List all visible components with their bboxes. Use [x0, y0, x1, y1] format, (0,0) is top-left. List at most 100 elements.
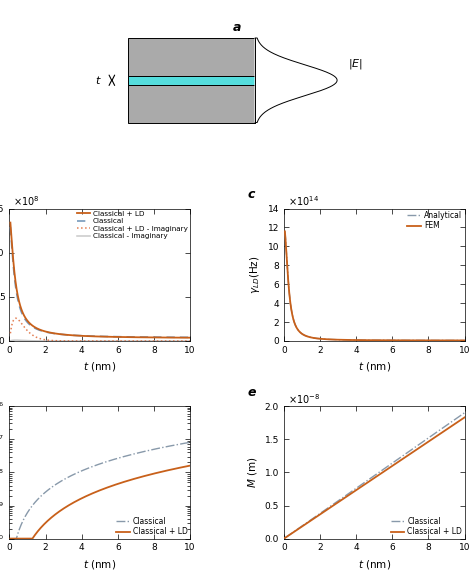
Classical + LD [187, 334, 193, 341]
Legend: Analytical, FEM: Analytical, FEM [407, 210, 463, 231]
Analytical [439, 337, 445, 344]
Classical [313, 513, 319, 520]
FEM [313, 335, 319, 342]
Classical + LD - Imaginary [28, 331, 34, 337]
Classical + LD - Imaginary [8, 330, 13, 337]
FEM [439, 337, 445, 344]
Text: $|E|$: $|E|$ [348, 57, 363, 72]
Analytical [359, 337, 365, 344]
Bar [128, 38, 255, 76]
Text: c: c [248, 188, 255, 201]
FEM [351, 336, 356, 343]
Classical [187, 439, 193, 446]
Bar [128, 76, 255, 85]
Line: FEM: FEM [285, 231, 465, 340]
X-axis label: $t$ (nm): $t$ (nm) [357, 360, 391, 374]
Analytical [313, 335, 319, 342]
Analytical [462, 337, 467, 344]
Classical + LD - Imaginary [164, 337, 170, 344]
Classical + LD [164, 467, 170, 474]
Classical + LD [164, 334, 170, 341]
Classical [84, 332, 90, 339]
Legend: Classical, Classical + LD: Classical, Classical + LD [115, 516, 189, 537]
Classical [76, 469, 82, 476]
Text: $\times 10^{-8}$: $\times 10^{-8}$ [288, 392, 320, 406]
FEM [462, 337, 467, 344]
Classical - Imaginary [187, 337, 193, 344]
Classical + LD [439, 429, 445, 436]
Classical + LD [28, 321, 34, 328]
Classical + LD [84, 492, 90, 499]
Classical + LD [84, 333, 90, 340]
Line: Classical: Classical [10, 442, 190, 539]
Classical [439, 425, 445, 432]
Classical + LD - Imaginary [187, 337, 193, 344]
Classical [39, 327, 45, 334]
Classical + LD [76, 332, 82, 339]
Classical + LD [458, 417, 464, 423]
Classical [282, 535, 288, 541]
Classical [183, 439, 189, 446]
X-axis label: $t$ (nm): $t$ (nm) [83, 360, 117, 374]
Classical + LD [183, 463, 189, 470]
Line: Classical: Classical [10, 227, 190, 337]
Text: $\times 10^8$: $\times 10^8$ [13, 194, 40, 208]
Classical + LD - Imaginary [76, 337, 82, 344]
X-axis label: $t$ (nm): $t$ (nm) [357, 558, 391, 571]
Classical [183, 334, 189, 341]
Classical + LD [39, 327, 45, 333]
Classical + LD [359, 483, 365, 490]
Analytical [302, 332, 308, 339]
Classical + LD [302, 521, 308, 528]
Analytical [351, 336, 356, 343]
Classical + LD [76, 496, 82, 503]
Classical + LD - Imaginary [84, 337, 90, 344]
Classical [84, 465, 90, 472]
FEM [302, 332, 308, 339]
Line: Classical - Imaginary: Classical - Imaginary [10, 340, 190, 341]
Text: $\times 10^{14}$: $\times 10^{14}$ [288, 194, 319, 208]
Classical [8, 223, 13, 230]
Classical + LD [8, 535, 13, 542]
Classical [76, 332, 82, 339]
Polygon shape [255, 38, 337, 123]
Classical [187, 334, 193, 341]
Legend: Classical + LD, Classical, Classical + LD - Imaginary, Classical - Imaginary: Classical + LD, Classical, Classical + L… [76, 210, 189, 240]
Line: Classical + LD: Classical + LD [285, 417, 465, 538]
Classical [164, 443, 170, 450]
Line: Classical + LD - Imaginary: Classical + LD - Imaginary [10, 318, 190, 341]
FEM [458, 337, 464, 344]
Analytical [458, 337, 464, 344]
Legend: Classical, Classical + LD: Classical, Classical + LD [390, 516, 463, 537]
Classical + LD - Imaginary [39, 336, 45, 343]
Classical [359, 481, 365, 488]
Text: a: a [233, 21, 241, 34]
Classical [28, 322, 34, 329]
Text: $t$: $t$ [95, 74, 101, 87]
Classical [302, 520, 308, 527]
Classical [39, 492, 45, 499]
Analytical [282, 227, 288, 234]
Classical [351, 486, 356, 493]
Classical - Imaginary [76, 337, 82, 344]
Classical + LD [8, 219, 13, 226]
Classical + LD [462, 414, 467, 421]
Classical - Imaginary [13, 337, 18, 344]
Text: e: e [248, 386, 256, 399]
Classical + LD [187, 462, 193, 469]
Classical [164, 333, 170, 340]
Classical - Imaginary [164, 337, 170, 344]
Classical [458, 412, 464, 419]
Line: Classical + LD: Classical + LD [10, 222, 190, 337]
Classical + LD [282, 535, 288, 541]
Classical + LD [351, 488, 356, 495]
X-axis label: $t$ (nm): $t$ (nm) [83, 558, 117, 571]
Classical - Imaginary [184, 337, 190, 344]
Classical - Imaginary [39, 337, 45, 344]
Classical [462, 409, 467, 416]
Classical - Imaginary [84, 337, 90, 344]
Classical - Imaginary [8, 337, 13, 344]
Classical + LD [28, 535, 34, 542]
Line: Classical: Classical [285, 413, 465, 538]
Y-axis label: $M$ (m): $M$ (m) [246, 457, 259, 488]
